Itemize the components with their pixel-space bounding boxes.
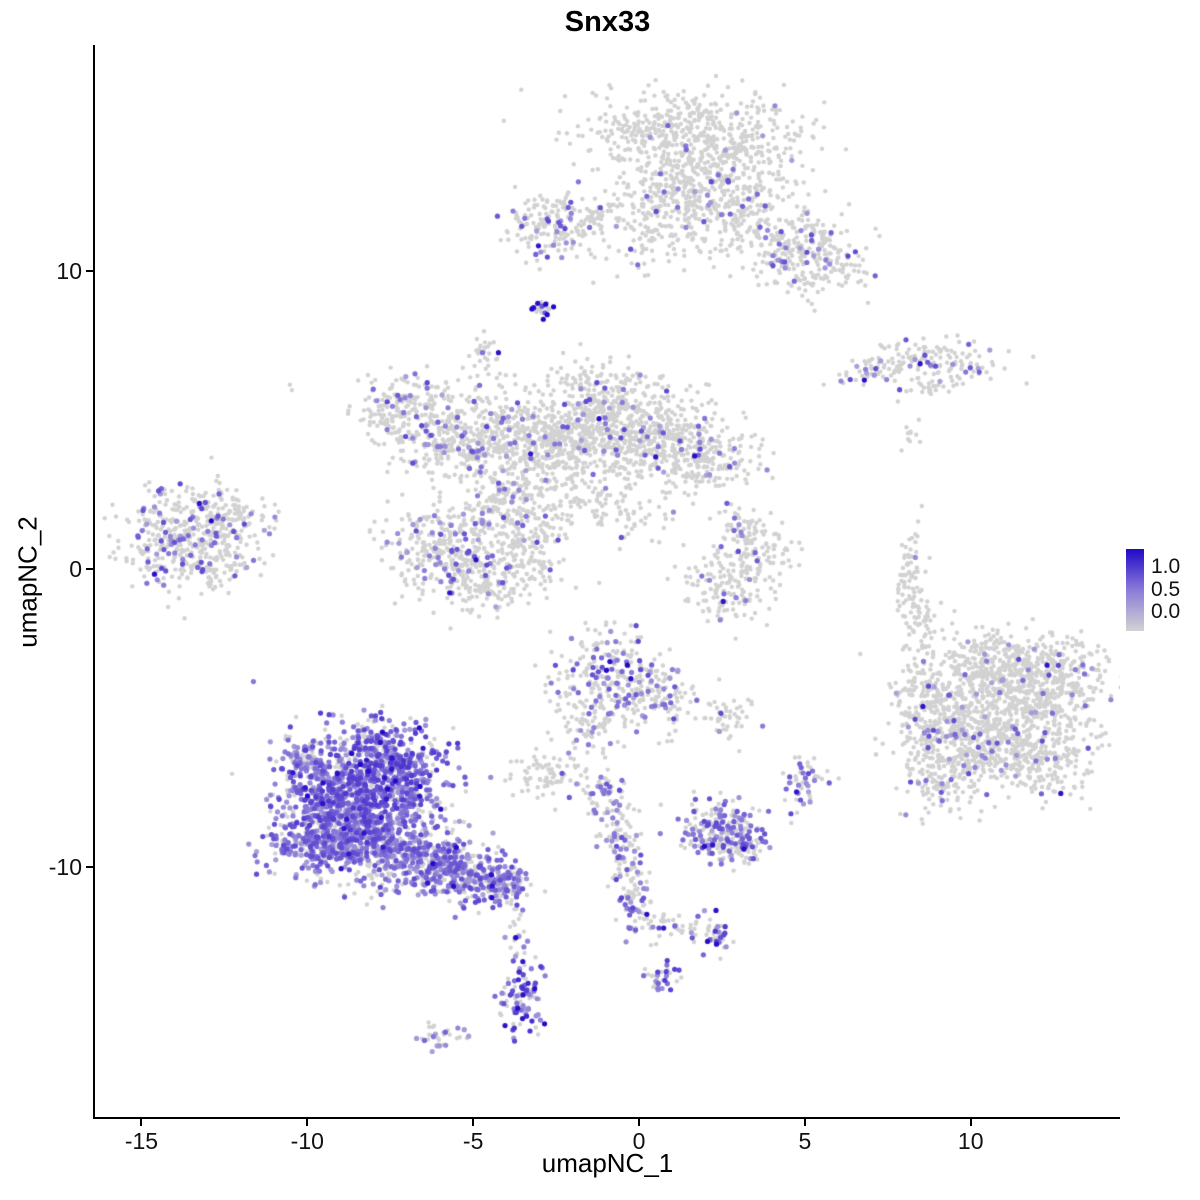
plot-area [93,45,1120,1119]
y-tick-label: -10 [48,853,82,880]
x-tick-label: -5 [462,1128,484,1154]
x-tick-label: -15 [124,1128,159,1154]
x-tick-mark [969,1119,972,1126]
plot-title: Snx33 [564,6,651,38]
x-tick-label: -10 [290,1128,324,1154]
x-tick-label: 0 [632,1128,646,1154]
y-tick-mark [86,270,93,273]
y-tick-label: 0 [69,556,82,583]
x-tick-label: 10 [957,1128,984,1154]
x-tick-label: 5 [798,1128,812,1154]
x-tick-mark [306,1119,309,1126]
y-tick-mark [86,568,93,571]
y-tick-label: 10 [56,258,82,285]
scatter-points-canvas [95,45,1120,1117]
x-tick-mark [803,1119,806,1126]
x-tick-mark [638,1119,640,1126]
legend-tick-low: 0.0 [1151,600,1181,623]
x-tick-mark [472,1119,475,1126]
colorbar-legend: 1.0 0.5 0.0 [1126,549,1200,633]
y-tick-mark [86,865,93,868]
colorbar-gradient [1126,549,1144,631]
x-axis-label: umapNC_1 [541,1148,674,1178]
x-tick-mark [140,1119,143,1126]
legend-tick-high: 1.0 [1151,555,1181,578]
legend-tick-mid: 0.5 [1151,578,1181,601]
